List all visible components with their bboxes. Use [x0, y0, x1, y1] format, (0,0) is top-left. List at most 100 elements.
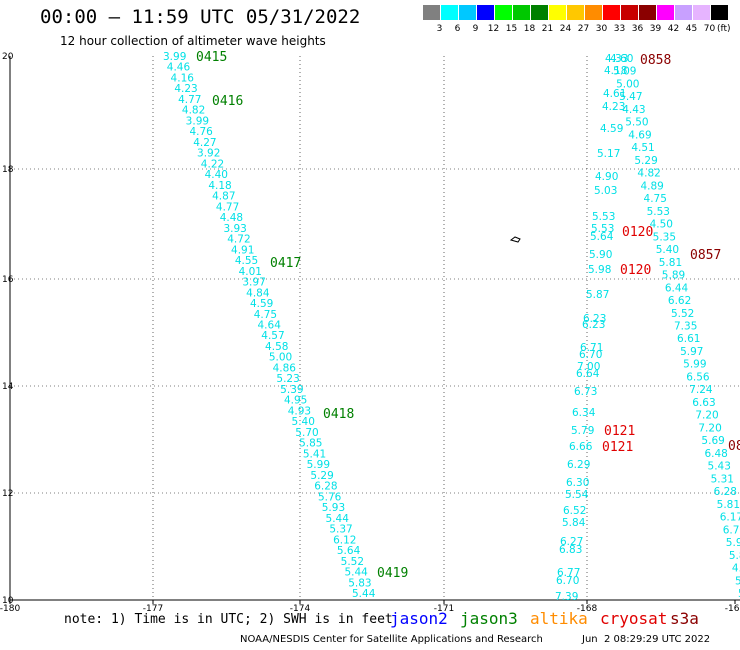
- s3a-swh-label: 5.89: [662, 270, 685, 282]
- legend-label: 9: [472, 24, 479, 34]
- jason3-swh-label: 3.99: [163, 51, 186, 63]
- jason3-swh-label: 4.23: [174, 83, 197, 95]
- cryosat-swh-label: 5.98: [588, 264, 611, 276]
- s3a-swh-label: 5.81: [717, 499, 740, 511]
- cryosat-swh-label: 6.34: [572, 407, 596, 419]
- legend-swatch: [693, 5, 710, 20]
- s3a-swh-label: 4.75: [644, 193, 667, 205]
- s3a-time-label: 0857: [690, 248, 721, 263]
- jason3-swh-label: 3.93: [223, 223, 246, 235]
- s3a-swh-label: 5.86: [729, 550, 740, 562]
- s3a-swh-label: 6.28: [714, 486, 737, 498]
- s3a-swh-label: 5.97: [680, 346, 703, 358]
- lat-tick-label: 14: [2, 382, 14, 392]
- cryosat-swh-label: 6.30: [566, 477, 589, 489]
- jason3-swh-label: 4.01: [239, 266, 262, 278]
- cryosat-swh-label: 7.00: [577, 361, 600, 373]
- legend-label: 6: [454, 24, 461, 34]
- jason3-swh-label: 6.28: [314, 481, 337, 493]
- cryosat-swh-label: 4.18: [604, 65, 627, 77]
- jason3-swh-label: 4.84: [246, 287, 270, 299]
- jason3-swh-label: 4.48: [220, 212, 243, 224]
- cryosat-swh-label: 5.03: [594, 185, 617, 197]
- legend-swatch: [567, 5, 584, 20]
- credit-line: NOAA/NESDIS Center for Satellite Applica…: [240, 634, 543, 645]
- satellite-jason2-label: jason2: [390, 609, 448, 628]
- cryosat-swh-label: 4.59: [600, 123, 623, 135]
- lat-tick-label: 20: [2, 52, 14, 62]
- cryosat-swh-label: 6.23: [582, 319, 605, 331]
- jason3-swh-label: 3.92: [197, 148, 220, 160]
- legend-label: 27: [577, 24, 590, 34]
- satellite-jason3-label: jason3: [460, 609, 518, 628]
- s3a-swh-label: 5.52: [671, 308, 694, 320]
- generated-timestamp: Jun 2 08:29:29 UTC 2022: [582, 634, 711, 645]
- jason3-swh-label: 4.82: [182, 105, 205, 117]
- legend-swatch: [639, 5, 656, 20]
- jason3-swh-label: 5.37: [329, 524, 352, 536]
- legend-label: 70: [703, 24, 716, 34]
- island-outline: [509, 236, 521, 243]
- s3a-swh-label: 5.47: [619, 91, 642, 103]
- s3a-swh-label: 4.69: [628, 129, 651, 141]
- s3a-time-label: 0858: [640, 53, 671, 68]
- map-subtitle: 12 hour collection of altimeter wave hei…: [60, 34, 326, 48]
- legend-label: 33: [613, 24, 626, 34]
- cryosat-swh-label: 6.83: [559, 544, 582, 556]
- jason3-time-label: 0417: [270, 256, 301, 271]
- s3a-swh-label: 6.63: [692, 397, 715, 409]
- jason3-swh-label: 3.97: [242, 277, 265, 289]
- cryosat-swh-label: 5.79: [571, 425, 594, 437]
- jason3-swh-label: 4.16: [171, 72, 195, 84]
- legend-swatch: [549, 5, 566, 20]
- jason3-swh-label: 5.39: [280, 384, 303, 396]
- legend-swatch: [675, 5, 692, 20]
- jason3-swh-label: 5.40: [292, 416, 315, 428]
- satellite-cryosat-label: cryosat: [600, 609, 668, 628]
- jason3-swh-label: 5.76: [318, 491, 342, 503]
- s3a-swh-label: 5.99: [726, 537, 740, 549]
- jason3-swh-label: 5.85: [299, 438, 322, 450]
- cryosat-swh-label: 6.77: [557, 567, 580, 579]
- cryosat-time-label: 0121: [602, 440, 633, 455]
- s3a-swh-label: 5.09: [613, 66, 636, 78]
- s3a-swh-label: 5.69: [701, 435, 724, 447]
- legend-swatch: [477, 5, 494, 20]
- s3a-swh-label: 7.20: [698, 422, 721, 434]
- jason3-time-label: 0416: [212, 94, 243, 109]
- jason3-swh-label: 4.86: [273, 362, 297, 374]
- legend-label: 12: [487, 24, 500, 34]
- cryosat-swh-label: 6.66: [569, 441, 593, 453]
- s3a-swh-label: 4.9: [732, 563, 740, 575]
- cryosat-swh-label: 5.84: [562, 517, 586, 529]
- cryosat-swh-label: 6.64: [576, 368, 600, 380]
- legend-label: 3: [436, 24, 443, 34]
- legend-label: 24: [559, 24, 572, 34]
- legend-swatch: [423, 5, 440, 20]
- lat-tick-label: 12: [2, 489, 13, 499]
- cryosat-swh-label: 4.61: [603, 88, 626, 100]
- legend-swatch: [585, 5, 602, 20]
- jason3-swh-label: 4.76: [189, 126, 213, 138]
- s3a-swh-label: 4.43: [622, 104, 645, 116]
- jason3-swh-label: 4.87: [212, 191, 235, 203]
- jason3-swh-label: 5.29: [310, 470, 333, 482]
- legend-swatch: [495, 5, 512, 20]
- jason3-swh-label: 4.59: [250, 298, 273, 310]
- jason3-swh-label: 4.40: [205, 169, 228, 181]
- jason3-swh-label: 5.64: [337, 545, 361, 557]
- jason3-swh-label: 5.00: [269, 352, 292, 364]
- s3a-swh-label: 4.82: [637, 168, 660, 180]
- satellite-altika-label: altika: [530, 609, 588, 628]
- s3a-swh-label: 5.99: [683, 359, 706, 371]
- cryosat-swh-label: 6.70: [556, 575, 579, 587]
- jason3-swh-label: 5.99: [307, 459, 330, 471]
- lat-tick-label: 10: [2, 596, 14, 606]
- s3a-swh-label: 5.50: [625, 117, 648, 129]
- lon-tick-label: -171: [434, 604, 454, 614]
- cryosat-swh-label: 6.70: [579, 349, 602, 361]
- lon-tick-label: -180: [0, 604, 20, 614]
- jason3-swh-label: 4.58: [265, 341, 288, 353]
- jason3-swh-label: 4.64: [258, 320, 282, 332]
